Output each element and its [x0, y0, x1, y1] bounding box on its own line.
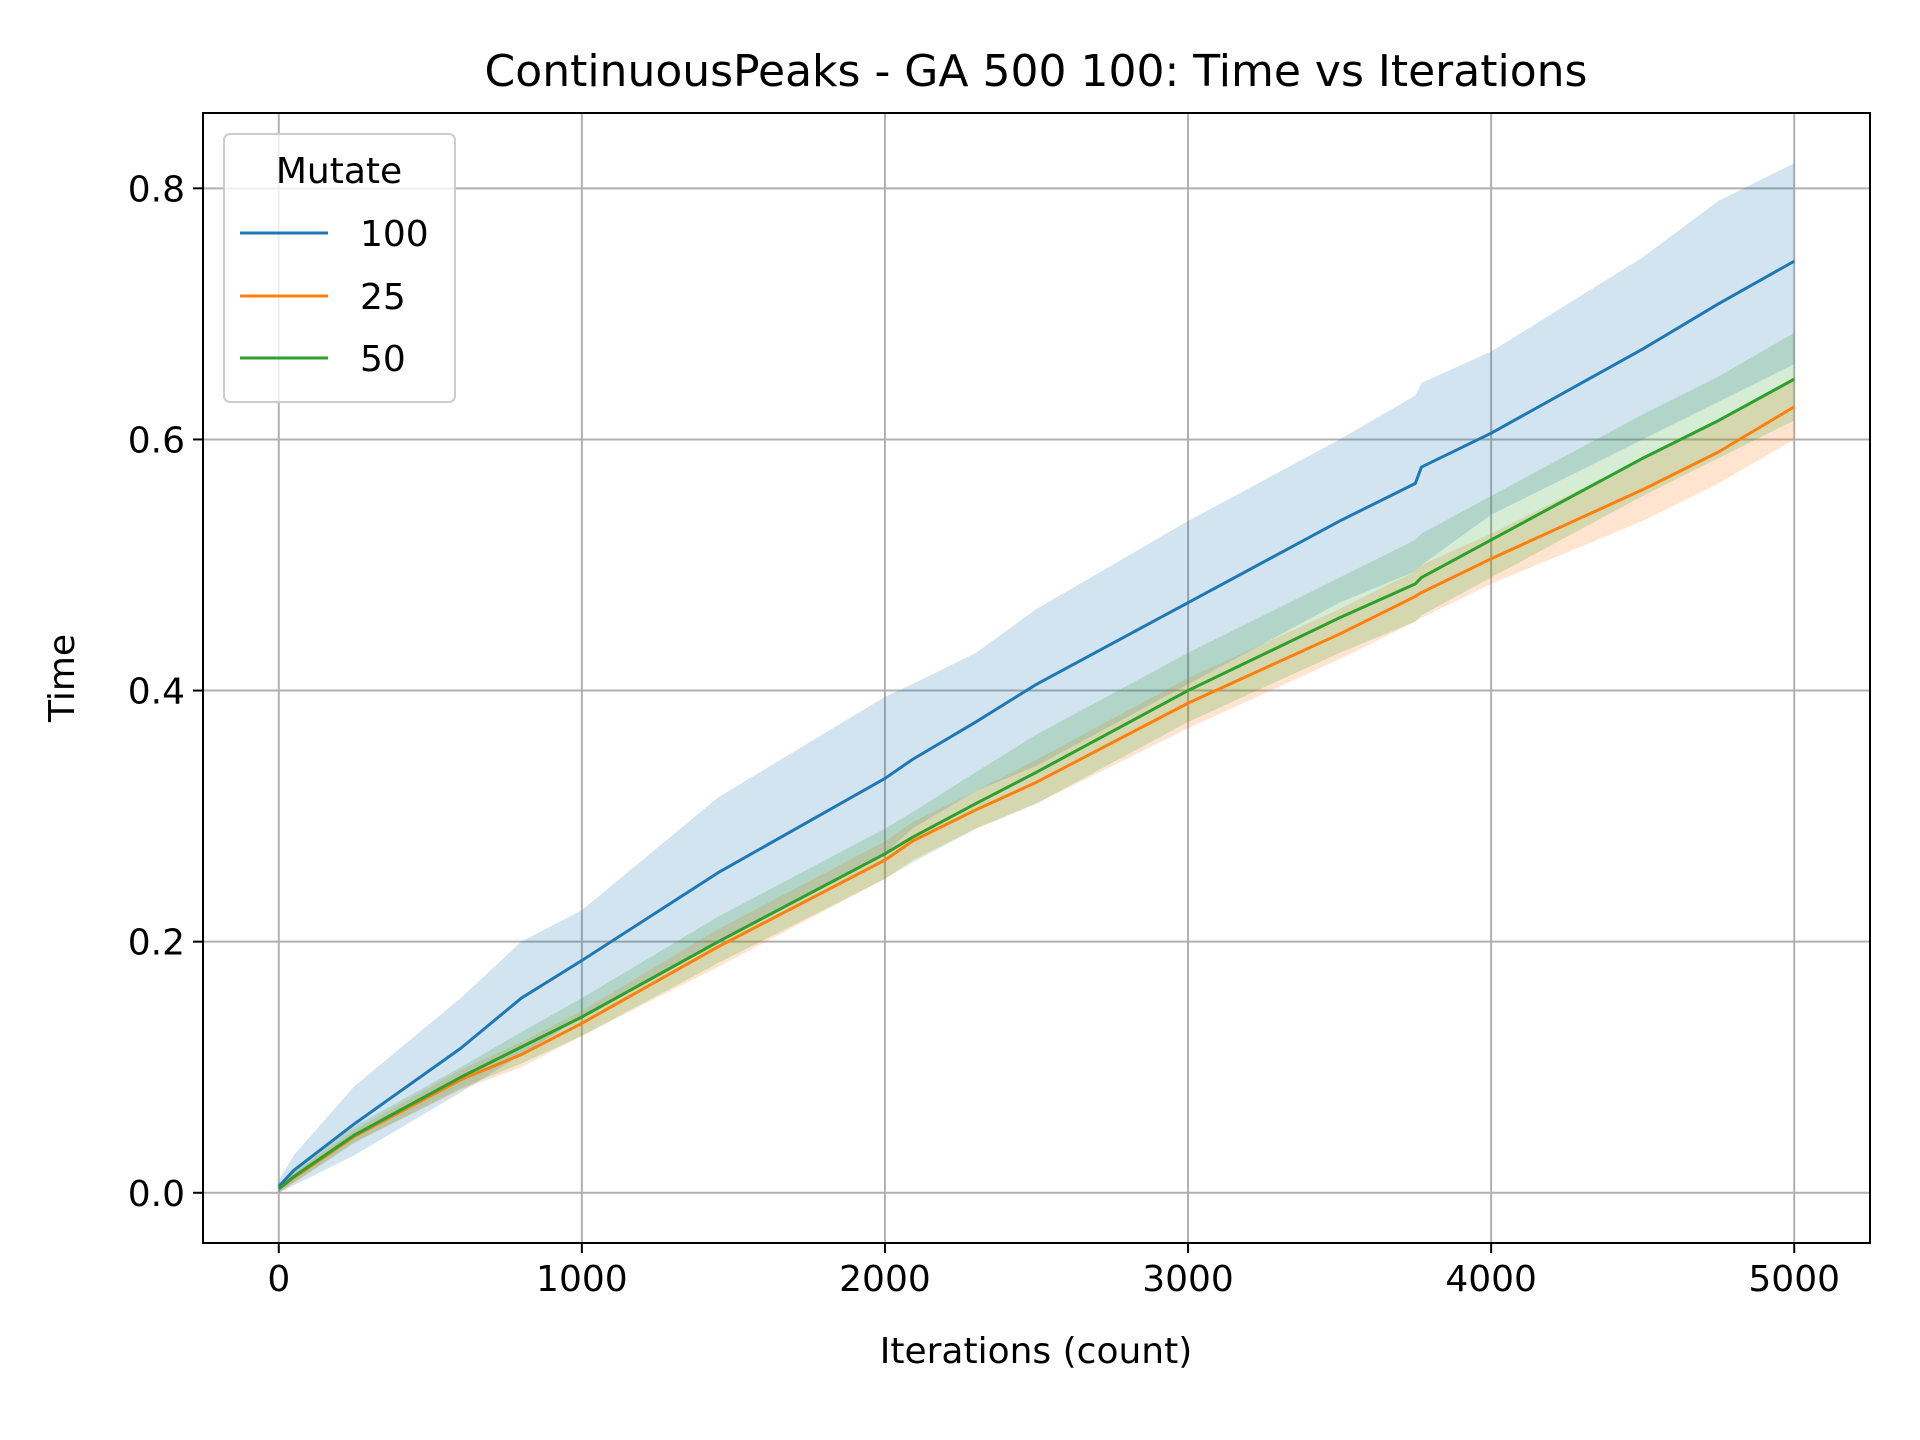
confidence-band-series-50 — [278, 332, 1795, 1193]
line-series-50 — [277, 377, 1795, 1191]
x-tick-label: 2000 — [839, 1259, 931, 1300]
x-tick-label: 4000 — [1445, 1259, 1537, 1300]
x-axis-label: Iterations (count) — [880, 1331, 1193, 1372]
y-tick-label: 0.8 — [128, 169, 185, 210]
legend-label-series-100: 100 — [360, 214, 429, 255]
y-tick-label: 0.2 — [128, 923, 185, 964]
y-tick-label: 0.4 — [128, 672, 185, 713]
axis-ticks: 0 1000 2000 3000 4000 5000 0.0 0.2 0.4 0.6 0.8 — [128, 169, 1840, 1300]
legend-label-series-25: 25 — [360, 277, 406, 318]
legend-title: Mutate — [276, 151, 402, 192]
x-tick-label: 3000 — [1142, 1259, 1234, 1300]
chart-title: ContinuousPeaks - GA 500 100: Time vs It… — [485, 46, 1588, 97]
confidence-band-series-100 — [278, 163, 1795, 1193]
y-axis-label: Time — [42, 634, 83, 723]
confidence-band-series-25 — [278, 376, 1795, 1193]
x-tick-label: 0 — [267, 1259, 290, 1300]
line-series-100 — [277, 259, 1795, 1188]
confidence-bands — [278, 163, 1795, 1193]
legend-label-series-50: 50 — [360, 339, 406, 380]
grid-lines — [203, 113, 1870, 1243]
y-tick-label: 0.0 — [128, 1174, 185, 1215]
series-lines — [277, 259, 1795, 1191]
y-tick-label: 0.6 — [128, 420, 185, 461]
x-tick-label: 1000 — [536, 1259, 628, 1300]
x-tick-label: 5000 — [1748, 1259, 1840, 1300]
legend-box — [223, 133, 456, 403]
line-series-25 — [277, 405, 1795, 1191]
plot-frame — [202, 112, 1871, 1244]
legend: Mutate 100 25 50 — [223, 133, 456, 403]
